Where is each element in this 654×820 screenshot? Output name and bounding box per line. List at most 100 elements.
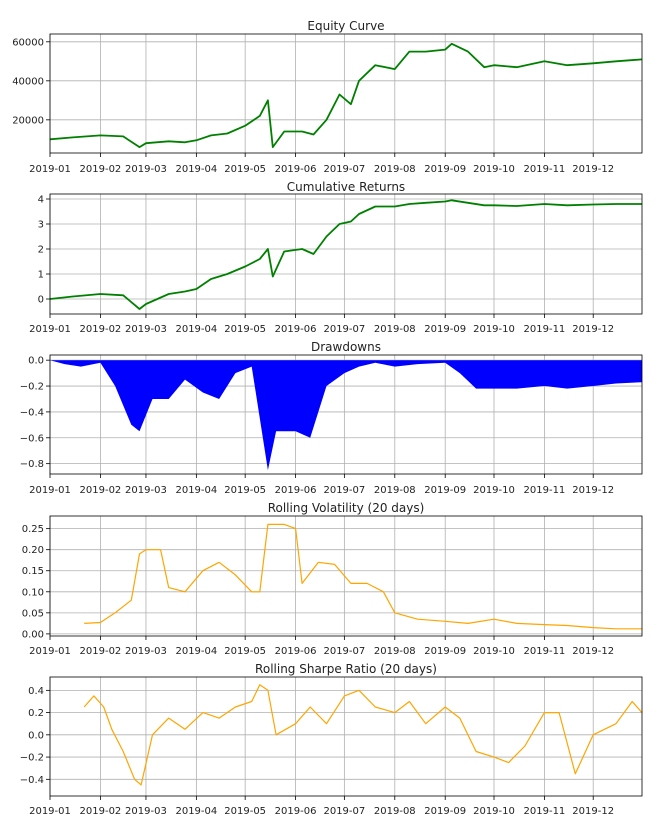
x-tick-label: 2019-07	[323, 164, 365, 175]
gridlines	[49, 516, 642, 636]
chart-rolling-sharpe: Rolling Sharpe Ratio (20 days) 2019-01 201…	[20, 662, 643, 817]
x-tick-label: 2019-09	[424, 485, 466, 496]
x-tick-label: 2019-01	[29, 485, 71, 496]
chart-title: Rolling Sharpe Ratio (20 days)	[255, 662, 437, 676]
y-tick-label: 0.25	[22, 524, 44, 535]
x-tick-label: 2019-11	[524, 324, 566, 335]
x-tick-label: 2019-07	[323, 324, 365, 335]
x-tick-label: 2019-10	[473, 164, 515, 175]
x-tick-label: 2019-08	[374, 646, 416, 657]
x-tick-label: 2019-01	[29, 646, 71, 657]
y-tick-label: 4	[38, 195, 44, 206]
y-tick-label: −0.4	[20, 775, 44, 786]
x-tick-label: 2019-07	[323, 806, 365, 817]
y-tick-label: 0.2	[28, 708, 44, 719]
y-tick-label: −0.8	[20, 459, 44, 470]
y-tick-label: 0.0	[28, 356, 44, 367]
y-tick-label: 0.15	[22, 566, 44, 577]
y-tick-label: 0.0	[28, 730, 44, 741]
x-tick-label: 2019-03	[125, 324, 167, 335]
series-line	[49, 199, 642, 310]
x-tick-label: 2019-05	[224, 646, 266, 657]
x-tick-label: 2019-10	[473, 806, 515, 817]
y-tick-label: 2	[38, 245, 44, 256]
gridlines	[49, 34, 642, 153]
x-tick-label: 2019-12	[572, 164, 614, 175]
x-tick-label: 2019-04	[175, 806, 217, 817]
x-tick-label: 2019-02	[80, 485, 122, 496]
series-line	[49, 42, 643, 148]
chart-drawdowns: Drawdowns 2019-01 2019-02 2019-03 2019-04 201…	[20, 340, 643, 496]
x-tick-label: 2019-03	[125, 485, 167, 496]
x-tick-label: 2019-04	[175, 646, 217, 657]
chart-equity: Equity Curve 2019-01 2019-02 2019-03 2019-04…	[12, 19, 643, 175]
x-tick-label: 2019-02	[80, 806, 122, 817]
y-tick-label: 0.10	[22, 587, 44, 598]
chart-title: Rolling Volatility (20 days)	[268, 501, 425, 515]
y-tick-label: 60000	[12, 37, 44, 48]
x-tick-label: 2019-12	[572, 324, 614, 335]
x-tick-label: 2019-12	[572, 646, 614, 657]
x-tick-label: 2019-05	[224, 164, 266, 175]
y-tick-label: 1	[38, 270, 44, 281]
x-tick-label: 2019-06	[275, 806, 317, 817]
chart-cumulative-returns: Cumulative Returns 2019-01 2019-02 2019-03 2…	[29, 180, 643, 335]
y-tick-label: 0	[38, 295, 44, 306]
x-tick-label: 2019-06	[275, 485, 317, 496]
y-tick-label: 20000	[12, 115, 44, 126]
x-tick-label: 2019-05	[224, 485, 266, 496]
x-tick-label: 2019-05	[224, 324, 266, 335]
x-tick-label: 2019-06	[275, 646, 317, 657]
y-tick-label: −0.4	[20, 407, 44, 418]
y-tick-label: 0.00	[22, 629, 44, 640]
chart-title: Drawdowns	[311, 340, 381, 354]
x-tick-label: 2019-04	[175, 485, 217, 496]
x-tick-label: 2019-10	[473, 646, 515, 657]
x-tick-label: 2019-02	[80, 164, 122, 175]
y-tick-label: 40000	[12, 76, 44, 87]
chart-rolling-volatility: Rolling Volatility (20 days) 2019-01 2019-…	[22, 501, 643, 657]
y-tick-label: 0.20	[22, 545, 44, 556]
series-line	[84, 523, 642, 630]
x-tick-label: 2019-09	[424, 164, 466, 175]
x-tick-label: 2019-09	[424, 646, 466, 657]
x-tick-label: 2019-12	[572, 485, 614, 496]
x-tick-label: 2019-04	[175, 324, 217, 335]
x-tick-label: 2019-11	[524, 485, 566, 496]
y-tick-label: 3	[38, 220, 44, 231]
x-tick-label: 2019-01	[29, 324, 71, 335]
x-tick-label: 2019-11	[524, 646, 566, 657]
axes-frame	[49, 354, 643, 475]
y-tick-label: −0.2	[20, 753, 44, 764]
axes-frame	[49, 515, 643, 637]
x-tick-label: 2019-08	[374, 164, 416, 175]
x-tick-label: 2019-03	[125, 646, 167, 657]
x-tick-label: 2019-07	[323, 485, 365, 496]
x-tick-label: 2019-08	[374, 806, 416, 817]
axes-frame	[49, 676, 643, 797]
x-tick-label: 2019-10	[473, 324, 515, 335]
x-tick-label: 2019-03	[125, 806, 167, 817]
x-tick-label: 2019-01	[29, 164, 71, 175]
x-tick-label: 2019-09	[424, 324, 466, 335]
x-tick-label: 2019-09	[424, 806, 466, 817]
y-tick-label: −0.6	[20, 433, 44, 444]
x-tick-label: 2019-12	[572, 806, 614, 817]
x-tick-label: 2019-06	[275, 164, 317, 175]
gridlines	[49, 194, 642, 314]
x-tick-label: 2019-07	[323, 646, 365, 657]
y-tick-label: 0.4	[28, 686, 44, 697]
x-tick-label: 2019-11	[524, 806, 566, 817]
chart-title: Equity Curve	[307, 19, 384, 33]
x-tick-label: 2019-06	[275, 324, 317, 335]
y-tick-label: 0.05	[22, 608, 44, 619]
gridlines	[49, 677, 642, 796]
x-tick-label: 2019-08	[374, 324, 416, 335]
chart-title: Cumulative Returns	[287, 180, 405, 194]
series-line	[83, 684, 643, 786]
x-tick-label: 2019-03	[125, 164, 167, 175]
y-tick-label: −0.2	[20, 382, 44, 393]
x-tick-label: 2019-01	[29, 806, 71, 817]
x-tick-label: 2019-10	[473, 485, 515, 496]
